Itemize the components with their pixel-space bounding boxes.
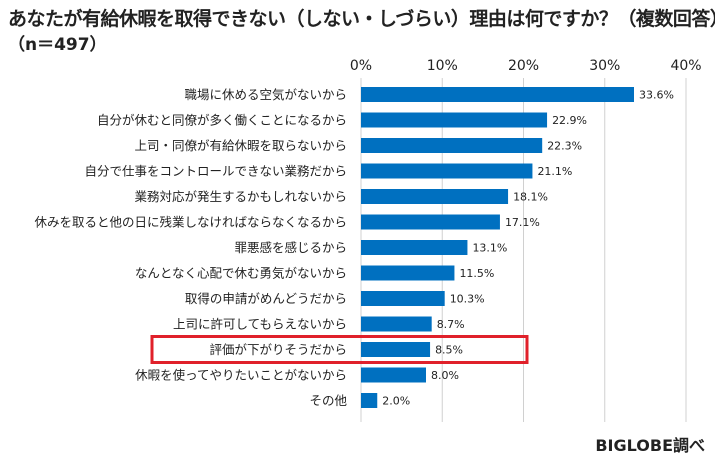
bar-9	[361, 291, 445, 306]
value-label-8: 11.5%	[459, 267, 494, 280]
value-label-7: 13.1%	[472, 242, 507, 255]
category-label-1: 職場に休める空気がないから	[184, 87, 347, 102]
value-label-12: 8.0%	[431, 369, 459, 382]
value-label-6: 17.1%	[505, 216, 540, 229]
x-tick-label-30: 30%	[589, 58, 620, 74]
value-label-9: 10.3%	[450, 293, 485, 306]
category-label-12: 休暇を使ってやりたいことがないから	[135, 368, 347, 383]
category-label-2: 自分が休むと同僚が多く働くことになるから	[97, 113, 347, 128]
value-label-11: 8.5%	[435, 344, 463, 357]
bar-3	[361, 138, 543, 153]
category-label-10: 上司に許可してもらえないから	[173, 317, 347, 332]
category-label-6: 休みを取ると他の日に残業しなければならなくなるから	[34, 215, 347, 230]
bar-12	[361, 367, 426, 383]
x-tick-label-0: 0%	[350, 58, 372, 74]
category-label-8: なんとなく心配で休む勇気がないから	[135, 266, 347, 281]
bar-4	[361, 163, 533, 179]
source-credit: BIGLOBE調べ	[595, 436, 705, 455]
bar-6	[361, 214, 500, 230]
highlight-box	[150, 335, 529, 364]
bar-13	[361, 393, 378, 408]
bar-10	[361, 316, 432, 332]
value-label-4: 21.1%	[537, 165, 572, 178]
chart-subtitle: （n＝497）	[8, 35, 107, 55]
bar-7	[361, 240, 468, 255]
bar-2	[361, 112, 548, 128]
category-label-3: 上司・同僚が有給休暇を取らないから	[134, 138, 347, 153]
category-label-11: 評価が下がりそうだから	[209, 342, 347, 357]
category-label-9: 取得の申請がめんどうだから	[185, 291, 347, 306]
bar-1	[361, 87, 634, 102]
x-tick-label-40: 40%	[670, 58, 701, 74]
x-tick-label-10: 10%	[427, 58, 458, 74]
category-label-13: その他	[309, 393, 347, 408]
category-label-4: 自分で仕事をコントロールできない業務だから	[84, 164, 347, 179]
value-label-3: 22.3%	[547, 140, 582, 153]
bar-8	[361, 265, 455, 281]
category-label-5: 業務対応が発生するかもしれないから	[134, 189, 347, 204]
category-label-7: 罪悪感を感じるから	[234, 240, 347, 255]
value-label-2: 22.9%	[552, 114, 587, 127]
value-label-1: 33.6%	[639, 89, 674, 102]
bar-11	[361, 342, 431, 357]
chart-title: あなたが有給休暇を取得できない（しない・しづらい）理由は何ですか？（複数回答）	[8, 8, 715, 30]
value-label-13: 2.0%	[382, 395, 410, 408]
value-label-5: 18.1%	[513, 191, 548, 204]
x-tick-label-20: 20%	[508, 58, 539, 74]
value-label-10: 8.7%	[437, 318, 465, 331]
bar-5	[361, 189, 509, 204]
